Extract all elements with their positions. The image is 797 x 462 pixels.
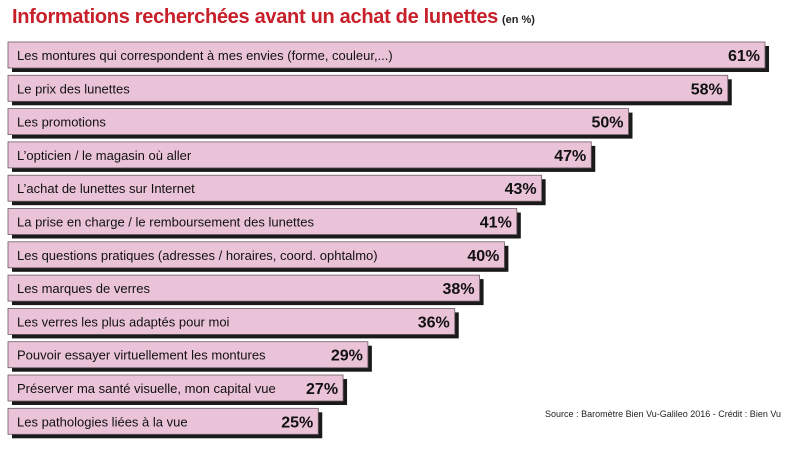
category-label: Les questions pratiques (adresses / hora…	[17, 248, 378, 263]
bar-row: La prise en charge / le remboursement de…	[7, 208, 521, 239]
bar	[7, 341, 369, 369]
bar	[7, 307, 456, 335]
value-label: 36%	[418, 314, 450, 331]
bar	[7, 141, 592, 169]
bar	[7, 407, 319, 435]
bar	[7, 41, 766, 69]
bar	[7, 208, 518, 235]
bar-row: L’achat de lunettes sur Internet 43%	[7, 174, 546, 206]
value-label: 29%	[331, 348, 363, 365]
category-label: L’achat de lunettes sur Internet	[17, 181, 195, 196]
value-label: 25%	[281, 414, 313, 431]
value-label: 41%	[480, 215, 512, 232]
value-label: 50%	[591, 115, 623, 132]
category-label: Les montures qui correspondent à mes env…	[17, 48, 393, 63]
bar-row: Les marques de verres 38%	[7, 274, 484, 306]
bar-row: Les questions pratiques (adresses / hora…	[7, 241, 509, 272]
bar	[7, 74, 729, 102]
category-label: La prise en charge / le remboursement de…	[17, 215, 315, 230]
value-label: 27%	[306, 381, 338, 398]
bar-row: Les pathologies liées à la vue 25%	[7, 407, 323, 439]
bar	[7, 274, 480, 302]
chart-title: Informations recherchées avant un achat …	[12, 6, 498, 28]
chart-subtitle: (en %)	[501, 14, 535, 26]
bar-row: L’opticien / le magasin où aller 47%	[7, 141, 596, 172]
category-label: Les verres les plus adaptés pour moi	[17, 314, 230, 329]
category-label: L’opticien / le magasin où aller	[17, 148, 192, 163]
category-label: Les pathologies liées à la vue	[17, 414, 188, 429]
bar	[7, 374, 344, 402]
title-row: Informations recherchées avant un achat …	[12, 6, 535, 29]
bar	[7, 174, 543, 202]
value-label: 43%	[505, 181, 537, 198]
value-label: 40%	[467, 248, 499, 265]
value-label: 61%	[728, 48, 760, 65]
value-label: 47%	[554, 148, 586, 165]
value-label: 38%	[443, 281, 475, 298]
bar	[7, 241, 505, 269]
category-label: Préserver ma santé visuelle, mon capital…	[17, 381, 276, 396]
bar-row: Le prix des lunettes 58%	[7, 74, 732, 106]
category-label: Le prix des lunettes	[17, 81, 130, 96]
category-label: Les marques de verres	[17, 281, 150, 296]
category-label: Les promotions	[17, 115, 106, 130]
source-note: Source : Baromètre Bien Vu-Galileo 2016 …	[545, 409, 781, 419]
value-label: 58%	[691, 81, 723, 98]
bar-row: Les montures qui correspondent à mes env…	[7, 41, 769, 72]
bar-row: Préserver ma santé visuelle, mon capital…	[7, 374, 348, 405]
bar-row: Pouvoir essayer virtuellement les montur…	[7, 341, 372, 372]
bar-row: Les promotions 50%	[7, 108, 633, 139]
category-label: Pouvoir essayer virtuellement les montur…	[17, 348, 266, 363]
bar-row: Les verres les plus adaptés pour moi 36%	[7, 307, 459, 339]
bar	[7, 108, 629, 135]
